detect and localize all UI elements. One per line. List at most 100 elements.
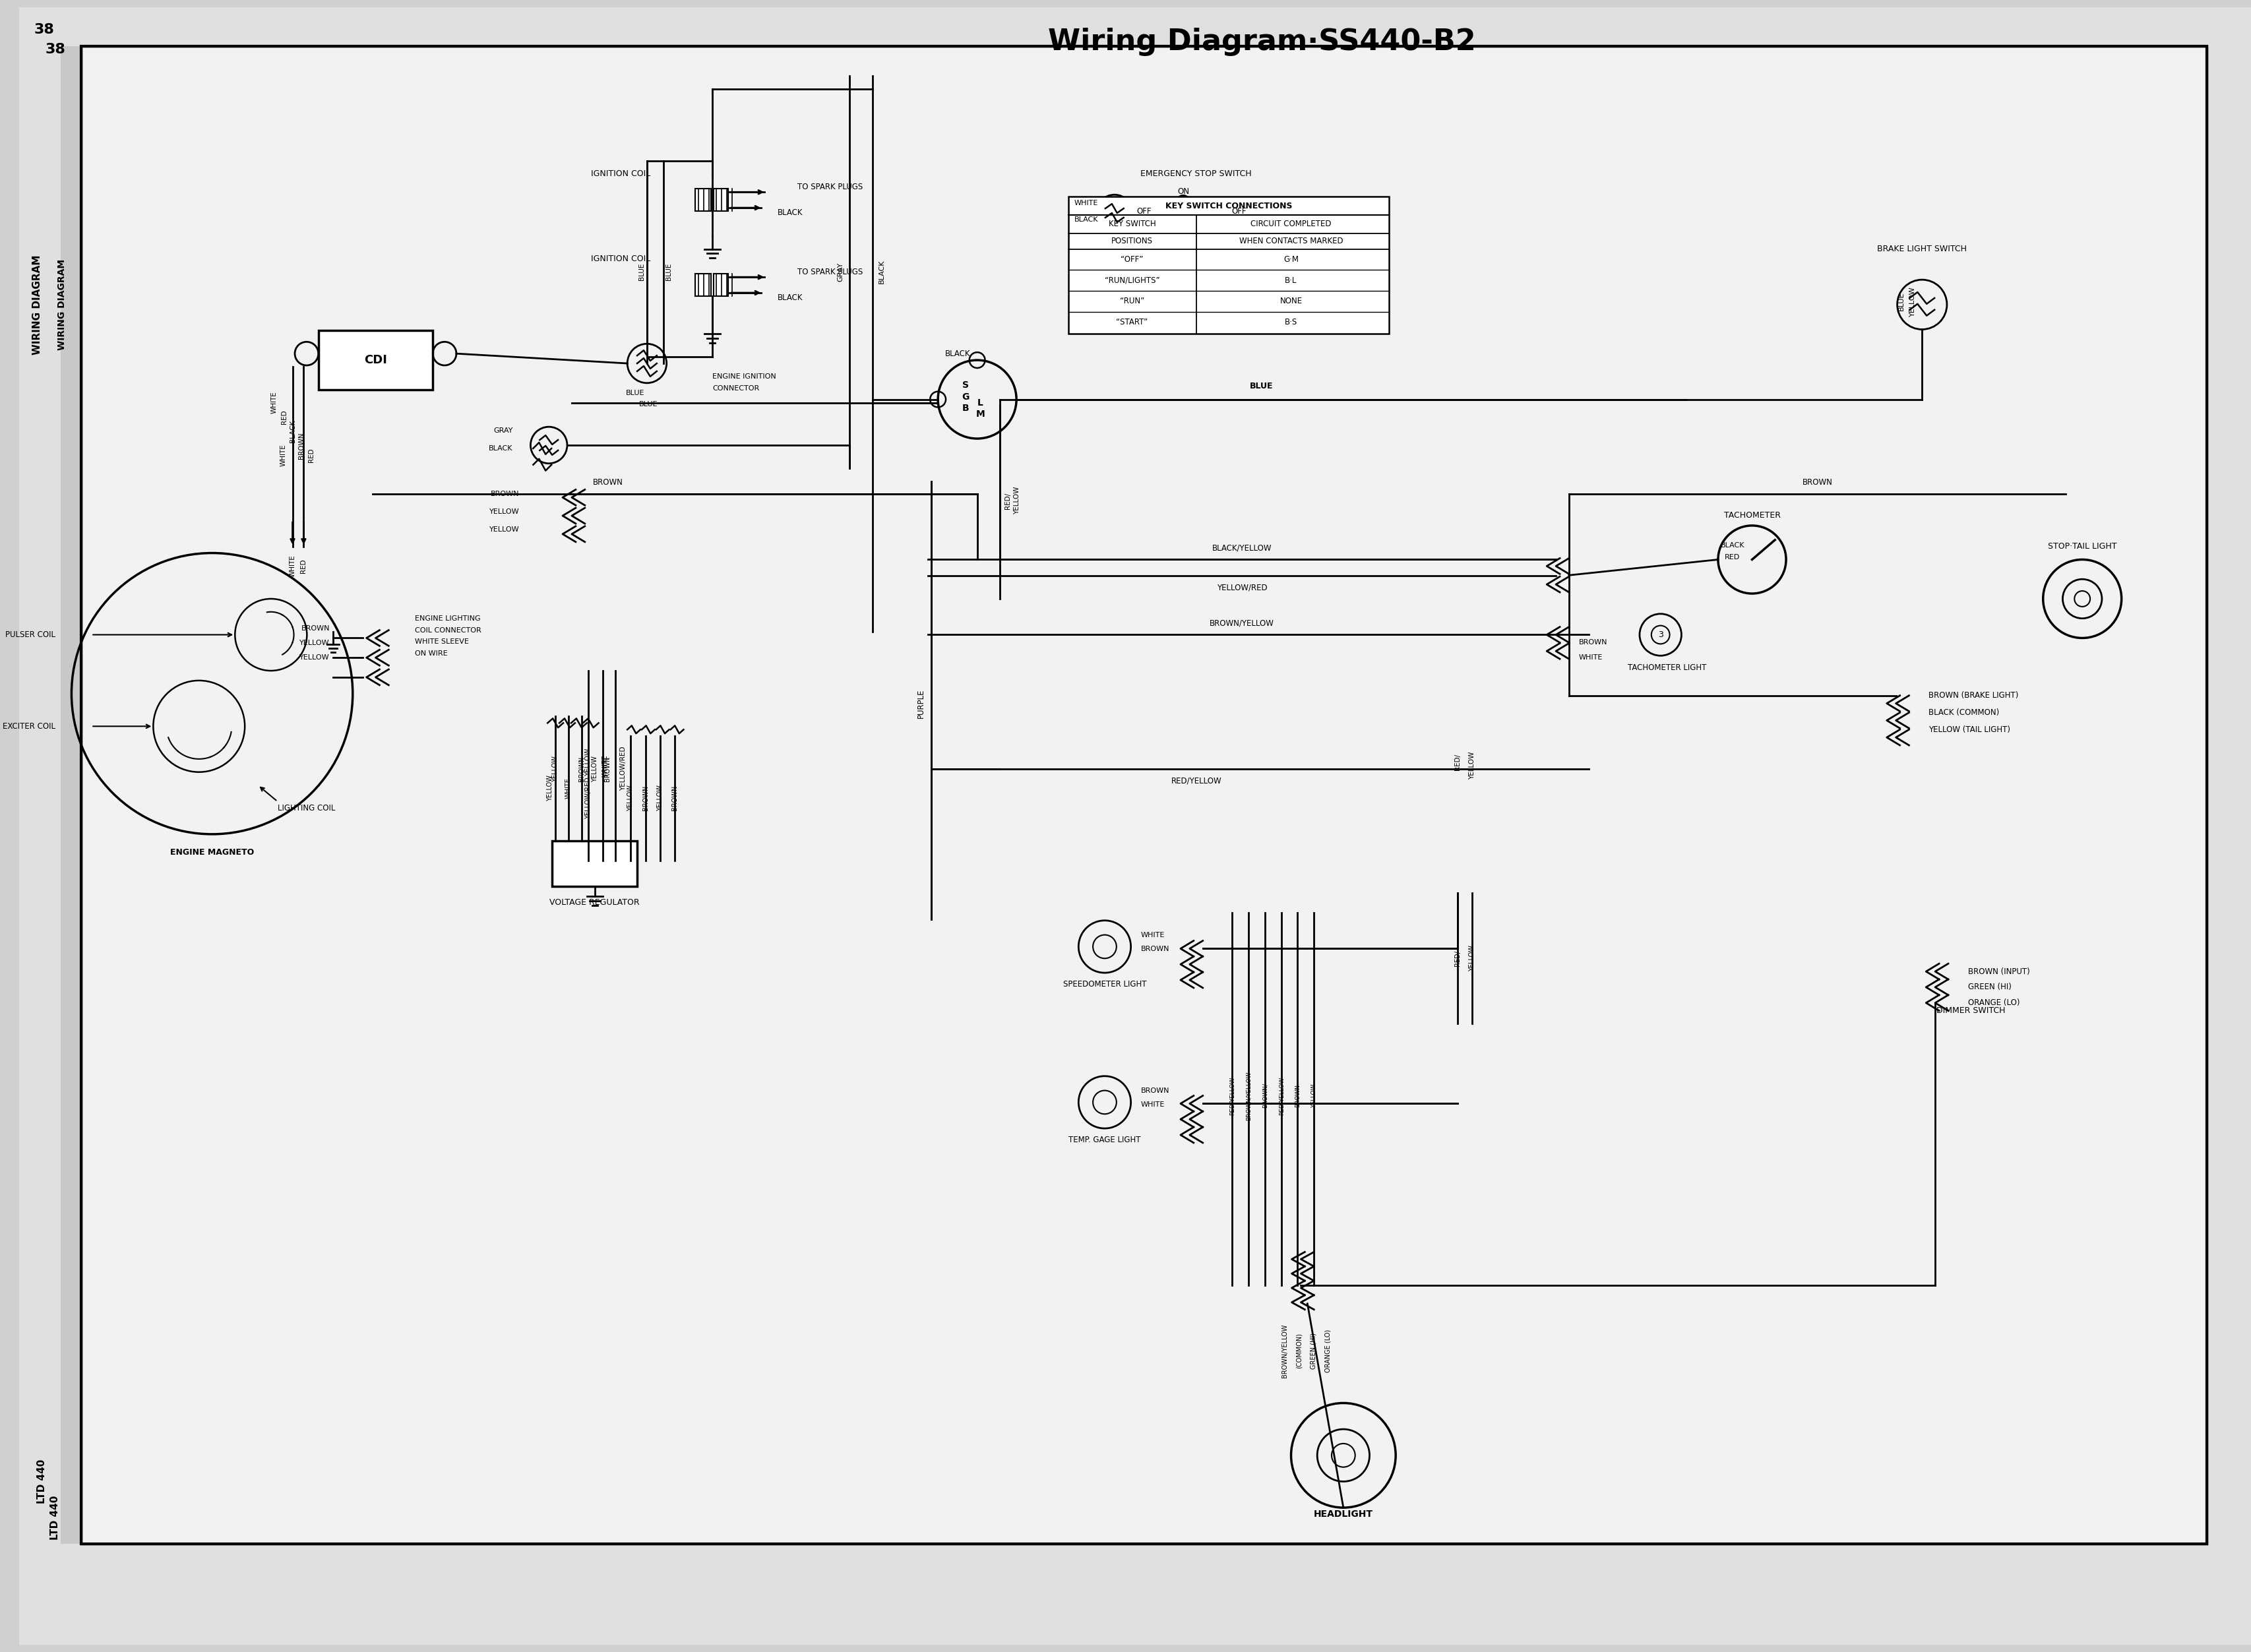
Text: WHITE: WHITE — [1074, 200, 1098, 206]
Text: BROWN/: BROWN/ — [1263, 1084, 1267, 1108]
Bar — [696, 274, 711, 296]
Text: B·S: B·S — [1285, 317, 1297, 327]
Text: YELLOW/RED: YELLOW/RED — [585, 776, 592, 819]
Text: YELLOW: YELLOW — [1470, 752, 1474, 780]
Text: YELLOW: YELLOW — [1310, 1084, 1317, 1108]
Bar — [696, 188, 711, 211]
Text: BROWN: BROWN — [1578, 639, 1607, 646]
Text: EMERGENCY STOP SWITCH: EMERGENCY STOP SWITCH — [1141, 170, 1252, 178]
Text: BLUE: BLUE — [1898, 292, 1904, 311]
Bar — [61, 46, 81, 1543]
Text: OFF: OFF — [1137, 206, 1150, 215]
Text: TO SPARK PLUGS: TO SPARK PLUGS — [797, 268, 862, 276]
Text: WHEN CONTACTS MARKED: WHEN CONTACTS MARKED — [1238, 236, 1344, 246]
Text: YELLOW: YELLOW — [547, 775, 554, 801]
Text: BLUE: BLUE — [639, 263, 646, 281]
Text: ENGINE IGNITION: ENGINE IGNITION — [711, 373, 777, 380]
Text: BLACK/YELLOW: BLACK/YELLOW — [1213, 544, 1272, 552]
Text: WIRING DIAGRAM: WIRING DIAGRAM — [56, 259, 65, 350]
Text: BROWN/YELLOW: BROWN/YELLOW — [1281, 1323, 1288, 1378]
Text: IGNITION COIL: IGNITION COIL — [590, 170, 651, 178]
Text: BROWN: BROWN — [642, 786, 648, 811]
Text: G: G — [961, 392, 970, 401]
Text: HEADLIGHT: HEADLIGHT — [1315, 1510, 1373, 1518]
Text: SPEEDOMETER LIGHT: SPEEDOMETER LIGHT — [1062, 980, 1146, 990]
Text: KEY SWITCH: KEY SWITCH — [1107, 220, 1155, 228]
Text: 38: 38 — [34, 23, 54, 36]
Text: YELLOW: YELLOW — [551, 755, 558, 781]
Text: WHITE: WHITE — [288, 555, 295, 577]
Text: RED: RED — [299, 558, 306, 573]
Text: BROWN: BROWN — [1141, 947, 1168, 953]
Text: YELLOW: YELLOW — [299, 654, 331, 661]
Text: WHITE: WHITE — [1141, 932, 1164, 938]
Text: OFF: OFF — [1231, 206, 1247, 215]
Text: 38: 38 — [45, 43, 65, 56]
Text: BROWN: BROWN — [671, 786, 678, 811]
Text: LTD 440: LTD 440 — [38, 1459, 47, 1503]
Text: BLACK: BLACK — [1720, 542, 1745, 548]
Bar — [714, 274, 727, 296]
Bar — [714, 188, 727, 211]
Text: BROWN: BROWN — [302, 624, 331, 631]
Text: (COMMON): (COMMON) — [1297, 1333, 1303, 1368]
Text: YELLOW: YELLOW — [488, 509, 520, 515]
Text: LTD 440: LTD 440 — [50, 1495, 61, 1540]
Text: BROWN: BROWN — [1294, 1084, 1301, 1107]
Text: ENGINE LIGHTING: ENGINE LIGHTING — [414, 615, 479, 621]
Text: BROWN (BRAKE LIGHT): BROWN (BRAKE LIGHT) — [1929, 691, 2019, 700]
Text: RED/: RED/ — [1454, 950, 1461, 966]
Text: WHITE: WHITE — [1578, 654, 1603, 661]
Text: GREEN (HI): GREEN (HI) — [1967, 983, 2012, 991]
Text: Wiring Diagram·SS440-B2: Wiring Diagram·SS440-B2 — [1047, 28, 1477, 56]
Text: WHITE: WHITE — [601, 755, 608, 776]
Text: RED/YELLOW: RED/YELLOW — [1229, 1077, 1236, 1115]
Text: BROWN (INPUT): BROWN (INPUT) — [1967, 966, 2030, 976]
Text: S: S — [961, 380, 968, 390]
Text: WHITE: WHITE — [1141, 1102, 1164, 1108]
Text: WHITE: WHITE — [270, 392, 277, 413]
Text: RED: RED — [308, 448, 315, 463]
Text: B·L: B·L — [1285, 276, 1297, 284]
Text: BROWN: BROWN — [1141, 1087, 1168, 1094]
Text: TACHOMETER: TACHOMETER — [1724, 510, 1781, 519]
Text: TEMP. GAGE LIGHT: TEMP. GAGE LIGHT — [1069, 1137, 1141, 1145]
Text: WHITE SLEEVE: WHITE SLEEVE — [414, 639, 468, 646]
Text: GREEN (HI): GREEN (HI) — [1310, 1333, 1317, 1370]
Text: YELLOW: YELLOW — [1909, 286, 1916, 316]
Text: BLACK: BLACK — [488, 444, 513, 451]
Text: BLACK: BLACK — [779, 208, 804, 218]
Text: YELLOW/RED: YELLOW/RED — [619, 747, 626, 791]
Text: EXCITER COIL: EXCITER COIL — [2, 722, 56, 730]
Text: WHITE: WHITE — [565, 778, 572, 800]
Text: YELLOW: YELLOW — [488, 527, 520, 534]
Text: RED/: RED/ — [1004, 492, 1011, 509]
Text: RED/: RED/ — [1454, 753, 1461, 770]
Text: CIRCUIT COMPLETED: CIRCUIT COMPLETED — [1252, 220, 1330, 228]
Text: VOLTAGE REGULATOR: VOLTAGE REGULATOR — [549, 899, 639, 907]
Text: PULSER COIL: PULSER COIL — [5, 631, 56, 639]
Text: BROWN/YELLOW: BROWN/YELLOW — [1245, 1070, 1252, 1120]
Text: “OFF”: “OFF” — [1121, 254, 1144, 264]
Text: BROWN: BROWN — [579, 757, 585, 781]
Text: ON: ON — [1177, 187, 1189, 195]
Text: RED: RED — [281, 410, 288, 425]
Text: NONE: NONE — [1281, 297, 1303, 306]
Text: ORANGE (LO): ORANGE (LO) — [1967, 998, 2019, 1008]
Text: STOP·TAIL LIGHT: STOP·TAIL LIGHT — [2048, 542, 2116, 550]
Text: BROWN: BROWN — [491, 491, 520, 497]
Text: M: M — [977, 410, 986, 420]
Text: COIL CONNECTOR: COIL CONNECTOR — [414, 626, 482, 633]
Text: BLACK: BLACK — [1074, 216, 1098, 223]
Text: YELLOW: YELLOW — [1470, 945, 1474, 971]
Text: BLUE: BLUE — [639, 401, 657, 408]
Bar — [1069, 197, 1389, 334]
Text: BLACK: BLACK — [779, 294, 804, 302]
Text: CDI: CDI — [365, 354, 387, 367]
Text: 3: 3 — [1659, 631, 1663, 639]
Text: G·M: G·M — [1283, 254, 1299, 264]
Text: TO SPARK PLUGS: TO SPARK PLUGS — [797, 183, 862, 192]
Text: BLACK (COMMON): BLACK (COMMON) — [1929, 709, 1999, 717]
Text: YELLOW: YELLOW — [1013, 487, 1020, 515]
Text: BROWN: BROWN — [606, 757, 610, 781]
